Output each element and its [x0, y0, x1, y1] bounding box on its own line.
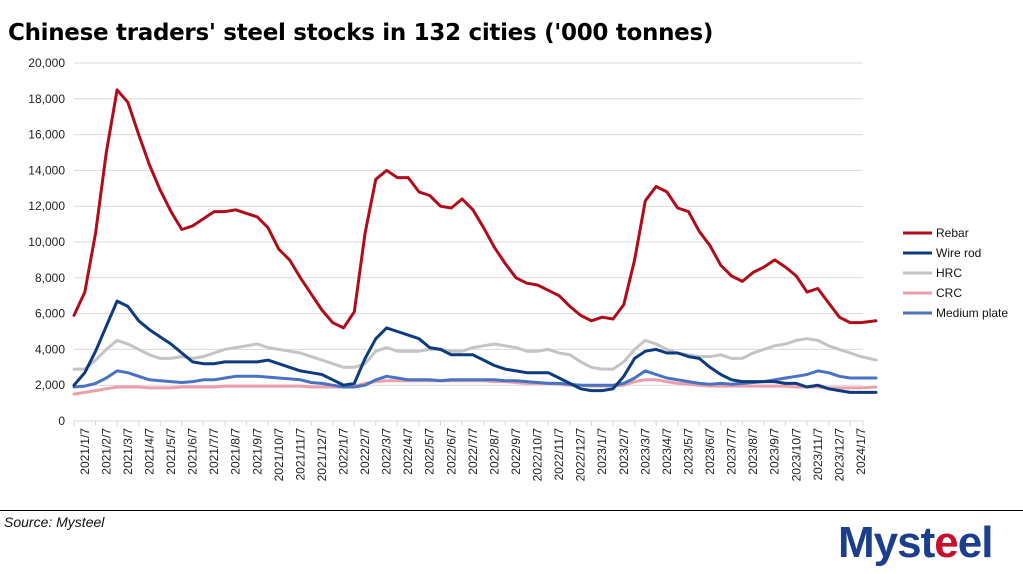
- logo-accent: e: [934, 518, 959, 567]
- x-tick-label: 2021/2/7: [99, 428, 113, 475]
- y-tick-label: 20,000: [28, 56, 65, 70]
- legend-label: Medium plate: [936, 306, 1008, 320]
- y-tick-label: 0: [58, 414, 65, 428]
- x-tick-label: 2021/6/7: [186, 428, 200, 475]
- x-tick-label: 2021/3/7: [121, 428, 135, 475]
- y-tick-label: 2,000: [35, 378, 65, 392]
- x-tick-label: 2021/7/7: [207, 428, 221, 475]
- y-tick-label: 16,000: [28, 128, 65, 142]
- x-tick-label: 2023/8/7: [746, 428, 760, 475]
- x-tick-label: 2021/9/7: [250, 428, 264, 475]
- legend-item: CRC: [903, 286, 962, 300]
- x-tick-label: 2022/5/7: [423, 428, 437, 475]
- x-tick-label: 2023/10/7: [789, 428, 803, 482]
- x-tick-label: 2022/1/7: [337, 428, 351, 475]
- x-tick-label: 2022/6/7: [444, 428, 458, 475]
- x-tick-label: 2021/1/7: [78, 428, 92, 475]
- x-tick-label: 2022/9/7: [509, 428, 523, 475]
- x-tick-label: 2021/10/7: [272, 428, 286, 482]
- x-tick-label: 2023/1/7: [595, 428, 609, 475]
- y-tick-label: 8,000: [35, 271, 65, 285]
- x-tick-label: 2023/2/7: [617, 428, 631, 475]
- series-line-hrc: [72, 337, 878, 371]
- x-tick-label: 2021/5/7: [164, 428, 178, 475]
- mysteel-logo: Mysteel: [838, 518, 994, 568]
- x-tick-label: 2023/7/7: [725, 428, 739, 475]
- y-tick-label: 14,000: [28, 163, 65, 177]
- x-tick-label: 2021/4/7: [142, 428, 156, 475]
- x-tick-label: 2022/2/7: [358, 428, 372, 475]
- footer-divider: [0, 510, 1023, 511]
- y-tick-label: 12,000: [28, 199, 65, 213]
- series-lines: [72, 88, 878, 396]
- legend-label: Rebar: [936, 226, 969, 240]
- legend-label: Wire rod: [936, 246, 981, 260]
- logo-suffix: el: [957, 518, 994, 567]
- y-tick-label: 6,000: [35, 307, 65, 321]
- y-tick-label: 4,000: [35, 342, 65, 356]
- legend-label: CRC: [936, 286, 962, 300]
- x-axis: 2021/1/7 2021/2/7 2021/3/7 2021/4/7 2021/5/7…: [73, 421, 868, 482]
- x-tick-label: 2021/8/7: [229, 428, 243, 475]
- y-tick-label: 10,000: [28, 235, 65, 249]
- legend-item: Medium plate: [903, 306, 1008, 320]
- y-tick-label: 18,000: [28, 92, 65, 106]
- x-tick-label: 2022/7/7: [466, 428, 480, 475]
- legend-item: HRC: [903, 266, 962, 280]
- x-tick-label: 2021/11/7: [293, 428, 307, 481]
- x-tick-label: 2022/3/7: [380, 428, 394, 475]
- x-tick-label: 2023/9/7: [768, 428, 782, 475]
- x-tick-label: 2023/3/7: [638, 428, 652, 475]
- x-tick-label: 2022/11/7: [552, 428, 566, 481]
- x-tick-label: 2022/12/7: [574, 428, 588, 482]
- line-chart: 0 2,000 4,000 6,000 8,000 10,000 12,000 14,000 1…: [28, 56, 1008, 482]
- x-tick-label: 2023/6/7: [703, 428, 717, 475]
- x-tick-label: 2022/10/7: [531, 428, 545, 482]
- y-axis: 0 2,000 4,000 6,000 8,000 10,000 12,000 14,000 1…: [28, 56, 65, 428]
- x-tick-label: 2024/1/7: [854, 428, 868, 475]
- legend: Rebar Wire rod HRC CRC Medium plate: [903, 226, 1008, 320]
- x-tick-label: 2022/4/7: [401, 428, 415, 475]
- logo-prefix: Myst: [838, 518, 935, 567]
- legend-item: Rebar: [903, 226, 969, 240]
- series-line-wire-rod: [72, 299, 878, 394]
- x-tick-label: 2023/12/7: [832, 428, 846, 482]
- gridlines: [74, 62, 863, 422]
- x-tick-label: 2021/12/7: [315, 428, 329, 482]
- series-line-medium-plate: [72, 369, 878, 389]
- legend-label: HRC: [936, 266, 962, 280]
- chart-title: Chinese traders' steel stocks in 132 cit…: [8, 20, 714, 46]
- series-line-rebar: [72, 88, 878, 330]
- x-tick-label: 2023/11/7: [811, 428, 825, 481]
- source-note: Source: Mysteel: [4, 514, 105, 530]
- legend-item: Wire rod: [903, 246, 981, 260]
- x-tick-label: 2023/5/7: [681, 428, 695, 475]
- x-tick-label: 2022/8/7: [487, 428, 501, 475]
- x-tick-label: 2023/4/7: [660, 428, 674, 475]
